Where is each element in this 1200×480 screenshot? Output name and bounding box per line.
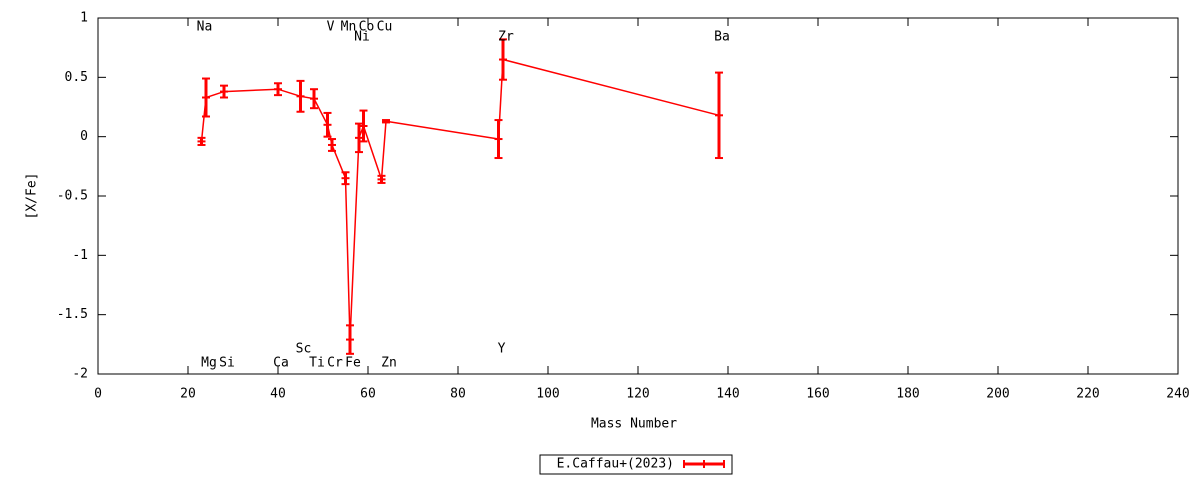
series-line <box>200 58 720 340</box>
y-tick-label: -1 <box>72 248 88 263</box>
x-tick-label: 200 <box>986 387 1009 402</box>
x-tick-label: 180 <box>896 387 919 402</box>
y-tick-label: -0.5 <box>57 189 88 204</box>
legend-label: E.Caffau+(2023) <box>557 457 674 472</box>
y-tick-label: 0 <box>80 129 88 144</box>
x-axis-label: Mass Number <box>591 417 677 432</box>
error-bar <box>328 138 336 152</box>
y-tick-label: -2 <box>72 367 88 382</box>
element-label: Ti <box>309 356 325 371</box>
error-bar <box>197 136 206 146</box>
legend-box <box>539 454 733 475</box>
element-label: Fe <box>345 356 361 371</box>
element-label: Zn <box>381 356 397 371</box>
y-axis-label: [X/Fe] <box>25 173 40 220</box>
error-bar <box>310 88 318 110</box>
y-tick-label: 1 <box>80 11 88 26</box>
error-bar <box>323 111 332 138</box>
element-label: Cr <box>327 356 343 371</box>
y-tick-label: -1.5 <box>57 307 88 322</box>
x-tick-label: 240 <box>1166 387 1189 402</box>
x-tick-label: 80 <box>450 387 466 402</box>
x-tick-label: 160 <box>806 387 829 402</box>
error-bar <box>359 109 368 143</box>
error-bar <box>377 174 386 184</box>
element-label: Si <box>219 356 235 371</box>
x-tick-label: 100 <box>536 387 559 402</box>
x-tick-label: 120 <box>626 387 649 402</box>
element-label: Co <box>359 20 375 35</box>
y-tick-label: 0.5 <box>65 70 88 85</box>
error-bar <box>346 324 354 355</box>
element-label: Cu <box>377 20 393 35</box>
x-tick-label: 0 <box>94 387 102 402</box>
x-tick-label: 20 <box>180 387 196 402</box>
error-bar <box>274 82 282 97</box>
error-bar <box>494 119 503 160</box>
error-bar <box>355 122 363 154</box>
element-label: Ba <box>714 30 730 45</box>
element-label: V <box>327 20 335 35</box>
element-label: Ni <box>354 30 370 45</box>
plot-border <box>97 17 1179 375</box>
element-label: Sc <box>296 342 312 357</box>
error-bar <box>382 119 390 124</box>
error-bar <box>341 171 350 186</box>
error-bar <box>715 71 723 160</box>
element-label: Ca <box>273 356 289 371</box>
element-label: Zr <box>498 30 514 45</box>
x-tick-label: 40 <box>270 387 286 402</box>
element-label: Na <box>197 20 213 35</box>
error-bar <box>296 79 305 113</box>
element-label: Y <box>498 342 506 357</box>
x-tick-label: 60 <box>360 387 376 402</box>
x-tick-label: 220 <box>1076 387 1099 402</box>
error-bar <box>220 84 228 99</box>
element-label: Mn <box>341 20 357 35</box>
x-tick-label: 140 <box>716 387 739 402</box>
error-bar <box>202 77 210 118</box>
error-bar <box>499 38 507 81</box>
element-label: Mg <box>201 356 217 371</box>
